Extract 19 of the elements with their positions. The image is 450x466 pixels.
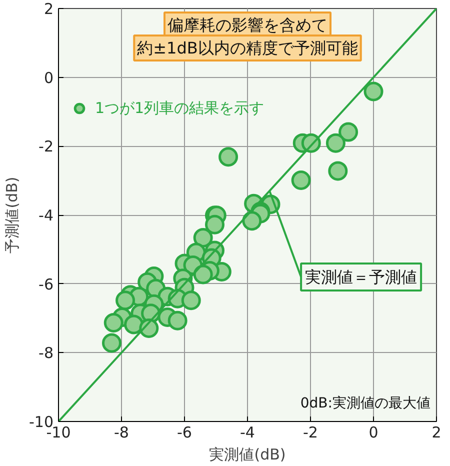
- y-tick-label: -4: [38, 206, 54, 224]
- x-tick-label: -2: [303, 424, 318, 442]
- x-tick-label: 2: [432, 424, 442, 442]
- text: 約±1dB以内の精度で予測可能: [137, 38, 358, 58]
- y-axis-title: 予測値(dB): [3, 176, 21, 254]
- annotation: 実測値＝予測値: [305, 267, 418, 286]
- annotation: 0dB:実測値の最大値: [300, 396, 431, 412]
- x-tick-label: -8: [114, 424, 129, 442]
- text: 偏摩耗の影響を含めて: [168, 16, 328, 34]
- x-tick-label: -6: [177, 424, 192, 442]
- legend-label: 1つが1列車の結果を示す: [95, 98, 264, 118]
- x-axis-title: 実測値(dB): [209, 446, 286, 464]
- x-tick-label: -4: [240, 424, 255, 442]
- y-tick-label: 2: [44, 0, 54, 18]
- y-tick-label: -2: [38, 138, 54, 156]
- y-tick-label: -8: [38, 344, 54, 362]
- y-tick-label: -6: [38, 275, 54, 294]
- x-tick-label: 0: [368, 424, 378, 442]
- y-tick-label: 0: [44, 68, 54, 87]
